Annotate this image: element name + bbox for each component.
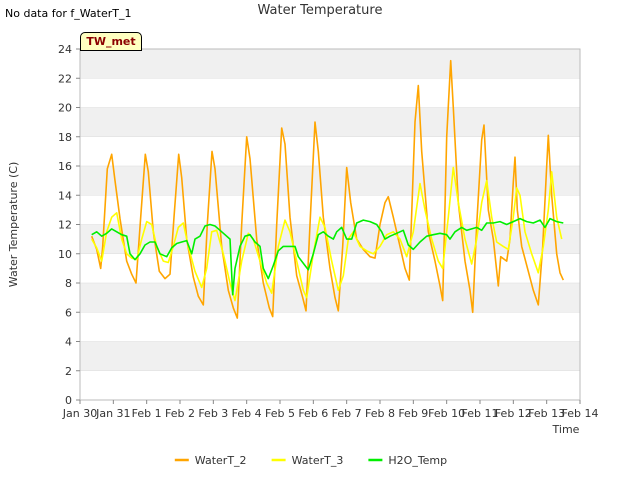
grid-band: [80, 166, 580, 196]
x-tick-label: Jan 30: [62, 407, 97, 420]
x-tick-label: Feb 10: [428, 407, 465, 420]
x-tick-label: Feb 7: [332, 407, 362, 420]
y-tick-label: 4: [65, 336, 72, 349]
x-tick-label: Jan 31: [95, 407, 130, 420]
series-line-watert-3: [91, 166, 563, 302]
y-tick-label: 10: [58, 248, 72, 261]
site-badge: TW_met: [80, 32, 142, 51]
y-tick-label: 6: [65, 306, 72, 319]
y-tick-label: 24: [58, 43, 72, 56]
grid-band: [80, 49, 580, 79]
y-tick-label: 0: [65, 394, 72, 407]
x-tick-label: Feb 5: [265, 407, 295, 420]
grid-band: [80, 107, 580, 137]
y-tick-label: 14: [58, 189, 72, 202]
x-tick-label: Feb 14: [562, 407, 599, 420]
no-data-message: No data for f_WaterT_1: [5, 7, 132, 20]
legend-label-watert-3: WaterT_3: [292, 454, 344, 467]
y-tick-label: 12: [58, 219, 72, 232]
legend-label-h2o-temp: H2O_Temp: [388, 454, 447, 467]
y-tick-label: 8: [65, 277, 72, 290]
legend-label-watert-2: WaterT_2: [195, 454, 247, 467]
x-axis-title: Time: [552, 423, 580, 436]
y-tick-label: 22: [58, 72, 72, 85]
chart-title: Water Temperature: [257, 3, 383, 18]
x-tick-label: Feb 13: [528, 407, 565, 420]
y-tick-label: 16: [58, 160, 72, 173]
y-axis-title: Water Temperature (C): [7, 162, 20, 287]
grid-band: [80, 283, 580, 313]
x-tick-label: Feb 3: [198, 407, 228, 420]
y-tick-label: 20: [58, 102, 72, 115]
series-line-watert-2: [90, 59, 565, 319]
x-tick-label: Feb 12: [495, 407, 532, 420]
series-line-h2o-temp: [91, 217, 564, 296]
y-tick-label: 2: [65, 365, 72, 378]
grid-band: [80, 341, 580, 371]
x-tick-label: Feb 2: [165, 407, 195, 420]
x-tick-label: Feb 8: [365, 407, 395, 420]
x-tick-label: Feb 6: [298, 407, 328, 420]
y-tick-label: 18: [58, 131, 72, 144]
x-tick-label: Feb 1: [132, 407, 162, 420]
x-tick-label: Feb 9: [398, 407, 428, 420]
x-tick-label: Feb 11: [462, 407, 499, 420]
x-tick-label: Feb 4: [232, 407, 262, 420]
